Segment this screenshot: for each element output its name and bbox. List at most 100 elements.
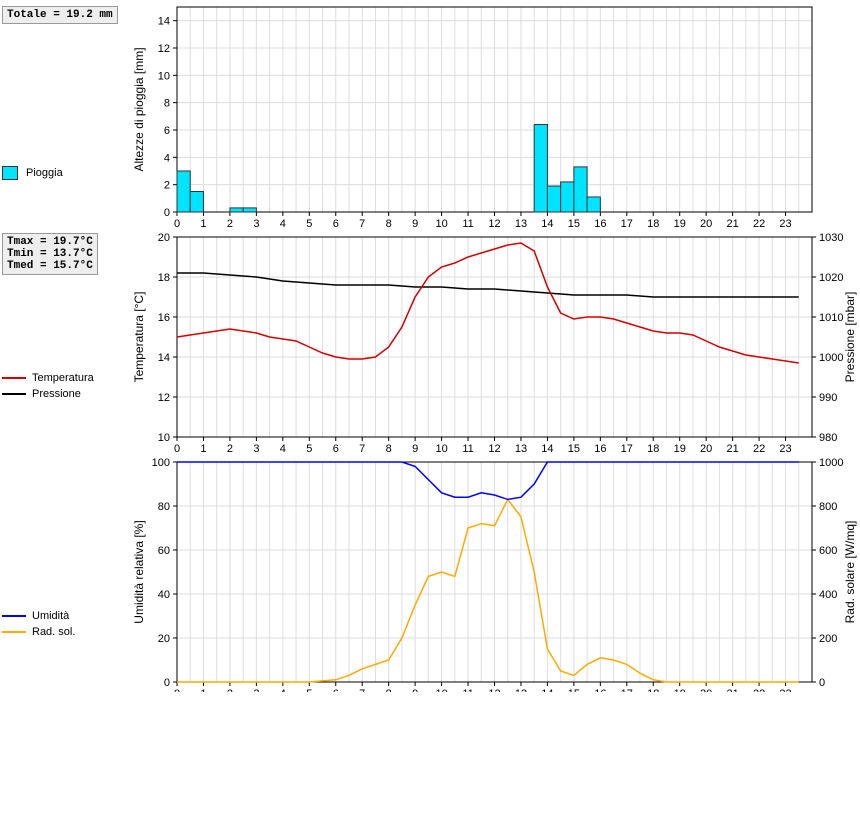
svg-text:3: 3: [253, 218, 259, 230]
svg-text:20: 20: [700, 443, 712, 455]
svg-text:100: 100: [152, 457, 170, 469]
svg-text:3: 3: [253, 688, 259, 692]
svg-text:60: 60: [158, 545, 170, 557]
humid-line-icon: [2, 615, 26, 617]
svg-text:4: 4: [280, 688, 286, 692]
charts-svg: 0123456789101112131415161718192021222302…: [132, 2, 860, 692]
panel2-left: Tmax = 19.7°C Tmin = 13.7°C Tmed = 15.7°…: [2, 219, 132, 456]
svg-text:7: 7: [359, 218, 365, 230]
svg-text:8: 8: [386, 688, 392, 692]
weather-dashboard: Totale = 19.2 mm Pioggia Tmax = 19.7°C T…: [2, 2, 860, 836]
svg-text:4: 4: [164, 152, 170, 164]
svg-text:0: 0: [174, 443, 180, 455]
svg-text:17: 17: [621, 443, 633, 455]
rain-swatch-icon: [2, 166, 18, 180]
legend-umidita: Umidità: [2, 610, 132, 622]
svg-text:1: 1: [200, 218, 206, 230]
svg-text:Pressione [mbar]: Pressione [mbar]: [843, 292, 857, 383]
svg-text:800: 800: [819, 501, 837, 513]
svg-text:990: 990: [819, 392, 837, 404]
panel1-left: Totale = 19.2 mm Pioggia: [2, 2, 132, 219]
svg-text:8: 8: [386, 443, 392, 455]
svg-text:5: 5: [306, 218, 312, 230]
svg-text:1020: 1020: [819, 272, 843, 284]
legend-label: Temperatura: [32, 372, 94, 384]
svg-text:Rad. solare [W/mq]: Rad. solare [W/mq]: [843, 521, 857, 624]
svg-text:14: 14: [541, 218, 553, 230]
press-line-icon: [2, 393, 26, 395]
svg-text:2: 2: [227, 218, 233, 230]
svg-text:13: 13: [515, 688, 527, 692]
svg-text:15: 15: [568, 688, 580, 692]
svg-text:1: 1: [200, 443, 206, 455]
svg-text:2: 2: [164, 180, 170, 192]
svg-text:2: 2: [227, 443, 233, 455]
svg-text:11: 11: [462, 218, 473, 230]
svg-text:12: 12: [488, 218, 500, 230]
svg-text:0: 0: [819, 677, 825, 689]
svg-text:10: 10: [158, 432, 170, 444]
svg-text:1000: 1000: [819, 457, 843, 469]
svg-text:1: 1: [200, 688, 206, 692]
svg-text:18: 18: [647, 218, 659, 230]
svg-text:9: 9: [412, 218, 418, 230]
svg-text:400: 400: [819, 589, 837, 601]
temp-stats: Tmax = 19.7°C Tmin = 13.7°C Tmed = 15.7°…: [2, 233, 98, 275]
legend-temperatura: Temperatura: [2, 372, 132, 384]
svg-text:7: 7: [359, 688, 365, 692]
svg-text:20: 20: [158, 232, 170, 244]
svg-text:600: 600: [819, 545, 837, 557]
svg-text:7: 7: [359, 443, 365, 455]
svg-text:21: 21: [727, 688, 739, 692]
svg-text:12: 12: [158, 392, 170, 404]
legend-pressione: Pressione: [2, 388, 132, 400]
svg-text:10: 10: [435, 218, 447, 230]
svg-text:23: 23: [779, 443, 791, 455]
svg-text:6: 6: [164, 125, 170, 137]
svg-text:0: 0: [174, 688, 180, 692]
svg-text:13: 13: [515, 218, 527, 230]
svg-text:8: 8: [386, 218, 392, 230]
svg-text:18: 18: [647, 688, 659, 692]
svg-text:0: 0: [174, 218, 180, 230]
svg-text:4: 4: [280, 443, 286, 455]
svg-text:18: 18: [158, 272, 170, 284]
svg-text:20: 20: [700, 688, 712, 692]
svg-text:6: 6: [333, 443, 339, 455]
svg-text:14: 14: [541, 443, 553, 455]
svg-text:23: 23: [779, 218, 791, 230]
svg-text:15: 15: [568, 443, 580, 455]
svg-text:3: 3: [253, 443, 259, 455]
svg-text:1030: 1030: [819, 232, 843, 244]
panel3-left: Umidità Rad. sol.: [2, 456, 132, 836]
svg-text:17: 17: [621, 688, 633, 692]
svg-text:11: 11: [462, 443, 473, 455]
svg-text:16: 16: [594, 688, 606, 692]
svg-text:12: 12: [158, 43, 170, 55]
svg-text:18: 18: [647, 443, 659, 455]
legend-label: Umidità: [32, 610, 69, 622]
svg-text:20: 20: [700, 218, 712, 230]
svg-text:8: 8: [164, 98, 170, 110]
svg-text:14: 14: [158, 352, 170, 364]
svg-text:14: 14: [541, 688, 553, 692]
svg-text:2: 2: [227, 688, 233, 692]
svg-text:16: 16: [594, 218, 606, 230]
svg-text:11: 11: [462, 688, 473, 692]
svg-text:9: 9: [412, 443, 418, 455]
svg-text:21: 21: [727, 218, 739, 230]
svg-text:6: 6: [333, 688, 339, 692]
legend-label: Pioggia: [26, 167, 63, 179]
legend-radsol: Rad. sol.: [2, 626, 132, 638]
rad-line-icon: [2, 631, 26, 633]
svg-text:980: 980: [819, 432, 837, 444]
left-column: Totale = 19.2 mm Pioggia Tmax = 19.7°C T…: [2, 2, 132, 836]
svg-text:200: 200: [819, 633, 837, 645]
svg-text:10: 10: [435, 688, 447, 692]
legend-label: Rad. sol.: [32, 626, 75, 638]
svg-text:5: 5: [306, 688, 312, 692]
svg-text:4: 4: [280, 218, 286, 230]
svg-text:20: 20: [158, 633, 170, 645]
svg-text:22: 22: [753, 443, 765, 455]
svg-text:12: 12: [488, 443, 500, 455]
